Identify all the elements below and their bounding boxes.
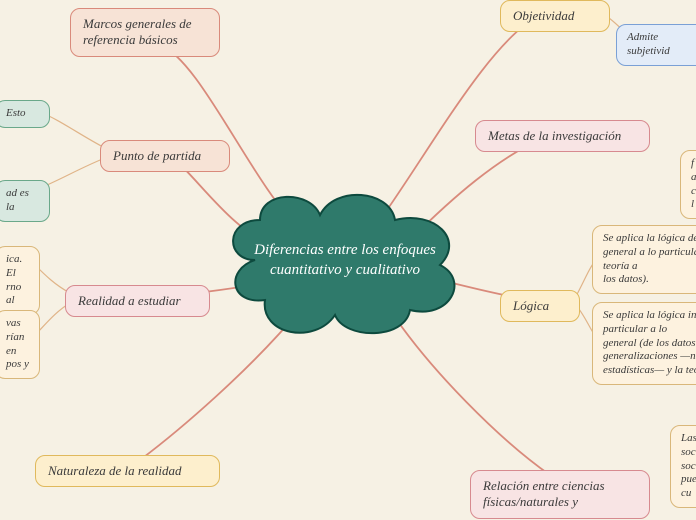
branch-objetividad[interactable]: Objetividad (500, 0, 610, 32)
branch-realidad[interactable]: Realidad a estudiar (65, 285, 210, 317)
central-topic-text: Diferencias entre los enfoques cuantitat… (249, 240, 441, 281)
node-label: ica. El rno al (6, 253, 22, 306)
detail-realidad_d2: vas rían en pos y (0, 310, 40, 379)
node-label: Naturaleza de la realidad (48, 463, 182, 478)
branch-partida[interactable]: Punto de partida (100, 140, 230, 172)
node-label: Marcos generales de referencia básicos (83, 16, 192, 47)
connector-partida-partida_d2 (40, 158, 105, 188)
detail-partida_d2: ad es la (0, 180, 50, 222)
node-label: Objetividad (513, 8, 574, 23)
node-label: Esto (6, 107, 26, 119)
branch-naturaleza[interactable]: Naturaleza de la realidad (35, 455, 220, 487)
branch-logica[interactable]: Lógica (500, 290, 580, 322)
detail-realidad_d1: ica. El rno al (0, 246, 40, 315)
node-label: f a c l (691, 157, 696, 210)
node-label: Punto de partida (113, 148, 201, 163)
detail-logica_d2: Se aplica la lógica induc particular a l… (592, 302, 696, 385)
node-label: Relación entre ciencias físicas/naturale… (483, 478, 605, 509)
node-label: Lógica (513, 298, 549, 313)
detail-relacion_d: Las soc soc pue cu (670, 425, 696, 508)
branch-metas[interactable]: Metas de la investigación (475, 120, 650, 152)
node-label: Las soc soc pue cu (681, 432, 696, 499)
node-label: Metas de la investigación (488, 128, 621, 143)
branch-relacion[interactable]: Relación entre ciencias físicas/naturale… (470, 470, 650, 519)
detail-objetividad_d: Admite subjetivid (616, 24, 696, 66)
node-label: vas rían en pos y (6, 317, 29, 370)
detail-partida_d1: Esto (0, 100, 50, 128)
central-topic[interactable]: Diferencias entre los enfoques cuantitat… (235, 200, 455, 320)
node-label: Se aplica la lógica induc particular a l… (603, 309, 696, 376)
node-label: Se aplica la lógica deduc general a lo p… (603, 232, 696, 285)
detail-logica_d1: Se aplica la lógica deduc general a lo p… (592, 225, 696, 294)
node-label: Admite subjetivid (627, 31, 670, 57)
node-label: Realidad a estudiar (78, 293, 181, 308)
node-label: ad es la (6, 187, 29, 213)
detail-metas_d: f a c l (680, 150, 696, 219)
branch-marcos[interactable]: Marcos generales de referencia básicos (70, 8, 220, 57)
connector-realidad-realidad_d1 (35, 265, 70, 293)
